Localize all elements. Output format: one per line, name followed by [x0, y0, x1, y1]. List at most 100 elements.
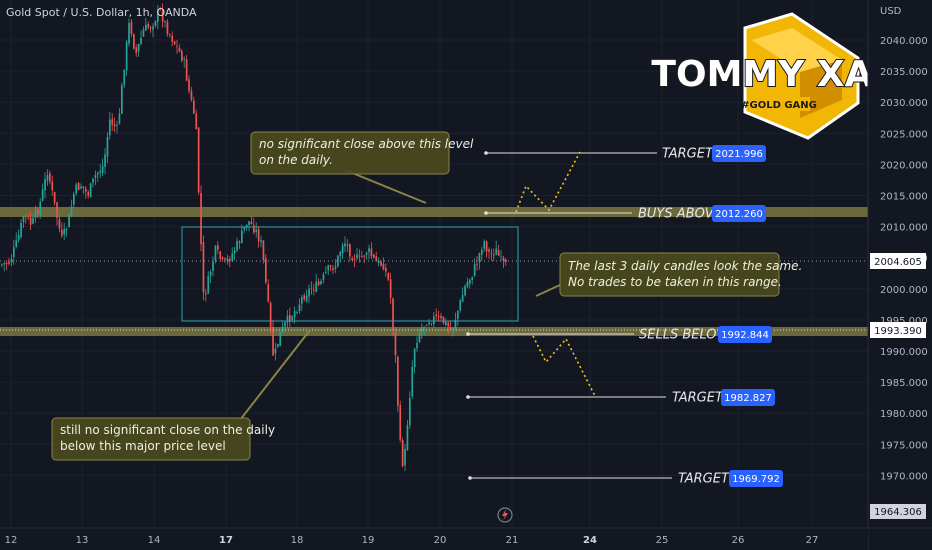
candle-body — [358, 255, 361, 257]
candle-body — [130, 21, 133, 34]
candle-body — [320, 280, 322, 285]
candle-body — [488, 249, 490, 252]
candle-body — [370, 248, 373, 257]
candle-body — [274, 348, 277, 354]
candle-body — [92, 178, 94, 183]
note-callout-right[interactable]: The last 3 daily candles look the same. … — [535, 252, 802, 297]
candle-body — [169, 34, 171, 36]
candle-body — [478, 253, 481, 263]
candle-body — [454, 319, 457, 329]
price-tick-label: 1995.000 — [880, 316, 928, 327]
candle-body — [464, 286, 466, 296]
note-text: no significant close above this level — [259, 137, 474, 151]
price-tick-label: 2020.000 — [880, 160, 928, 171]
candle-body — [425, 325, 428, 327]
candle-body — [205, 293, 207, 295]
candle-body — [495, 248, 498, 256]
level-sells-below[interactable]: SELLS BELOW 1992.844 — [466, 326, 772, 343]
candle-body — [255, 229, 258, 232]
time-axis[interactable]: 12 13 14 17 18 19 20 21 24 25 26 27 — [0, 527, 932, 550]
price-axis[interactable]: USD 2040.000 2035.000 2030.000 2025.000 2020… — [867, 0, 932, 550]
candle-body — [109, 119, 111, 136]
candle-body — [500, 255, 502, 257]
candle-body — [433, 316, 435, 325]
candle-body — [435, 314, 438, 317]
candle-body — [245, 224, 248, 227]
candle-body — [80, 186, 82, 189]
candle-body — [154, 20, 157, 26]
candle-body — [260, 240, 262, 243]
candle-body — [337, 255, 339, 267]
candle-body — [207, 276, 210, 294]
candle-body — [394, 332, 397, 356]
candle-body — [224, 258, 226, 260]
candle-body — [181, 51, 183, 61]
candle-body — [262, 240, 265, 260]
candle-body — [152, 26, 154, 30]
note-callout-top[interactable]: no significant close above this level on… — [250, 131, 474, 204]
candle-body — [231, 253, 234, 261]
candle-body — [353, 259, 356, 261]
candle-body — [241, 230, 243, 243]
candle-body — [94, 174, 97, 178]
range-box[interactable] — [181, 226, 519, 322]
candle-body — [159, 9, 162, 10]
time-tick-label: 24 — [583, 535, 597, 546]
candle-body — [279, 331, 282, 347]
price-badge — [712, 205, 766, 222]
level-target-bottom[interactable]: TARGET 1969.792 — [468, 470, 783, 487]
level-target-lower[interactable]: TARGET 1982.827 — [466, 389, 775, 406]
candle-body — [27, 217, 30, 219]
price-badge-text: 1982.827 — [724, 393, 772, 404]
price-tick-label: 1990.000 — [880, 347, 928, 358]
candle-body — [243, 227, 246, 230]
price-tick-label: 2030.000 — [880, 98, 928, 109]
candle-body — [185, 59, 188, 81]
candle-body — [219, 251, 222, 259]
candle-body — [397, 356, 399, 406]
candle-body — [303, 295, 306, 299]
candle-body — [459, 300, 462, 311]
candle-body — [505, 259, 507, 262]
candle-body — [361, 256, 363, 258]
candle-body — [339, 251, 342, 257]
candle-body — [481, 249, 483, 255]
candle-body — [310, 287, 313, 289]
candle-body — [452, 327, 454, 330]
candle-body — [399, 405, 402, 440]
time-tick-label: 14 — [148, 535, 161, 546]
candle-body — [13, 247, 15, 257]
resistance-zone[interactable] — [0, 207, 868, 217]
candle-body — [1, 264, 3, 266]
candle-body — [166, 21, 169, 35]
candle-body — [73, 193, 75, 205]
note-callout-bottom[interactable]: still no significant close on the daily … — [51, 329, 311, 461]
price-badge — [718, 326, 772, 343]
candle-body — [70, 206, 73, 217]
candle-body — [238, 241, 241, 244]
candle-body — [428, 322, 430, 325]
candle-body — [87, 192, 90, 196]
crosshair-price-badge — [870, 322, 926, 338]
candle-body — [3, 263, 6, 265]
price-badge-text: 2012.260 — [715, 209, 763, 220]
candle-body — [411, 366, 414, 397]
candle-body — [325, 271, 327, 273]
candle-body — [341, 245, 344, 254]
price-tick-label: 2010.000 — [880, 223, 928, 234]
candle-body — [387, 273, 390, 280]
level-target-upper[interactable]: TARGET 2021.996 — [484, 145, 766, 162]
candle-body — [437, 316, 440, 318]
level-buys-above[interactable]: BUYS ABOVE 2012.260 — [484, 205, 766, 222]
candle-body — [233, 250, 236, 254]
candle-body — [363, 255, 366, 257]
note-text: below this major price level — [60, 439, 226, 453]
price-badge-text: 2021.996 — [715, 149, 763, 160]
lightning-icon[interactable] — [497, 507, 513, 523]
bearish-projection-path[interactable] — [532, 335, 596, 397]
candle-body — [317, 281, 320, 286]
support-zone[interactable] — [0, 327, 868, 336]
candle-body — [502, 257, 505, 261]
candle-body — [298, 304, 301, 312]
